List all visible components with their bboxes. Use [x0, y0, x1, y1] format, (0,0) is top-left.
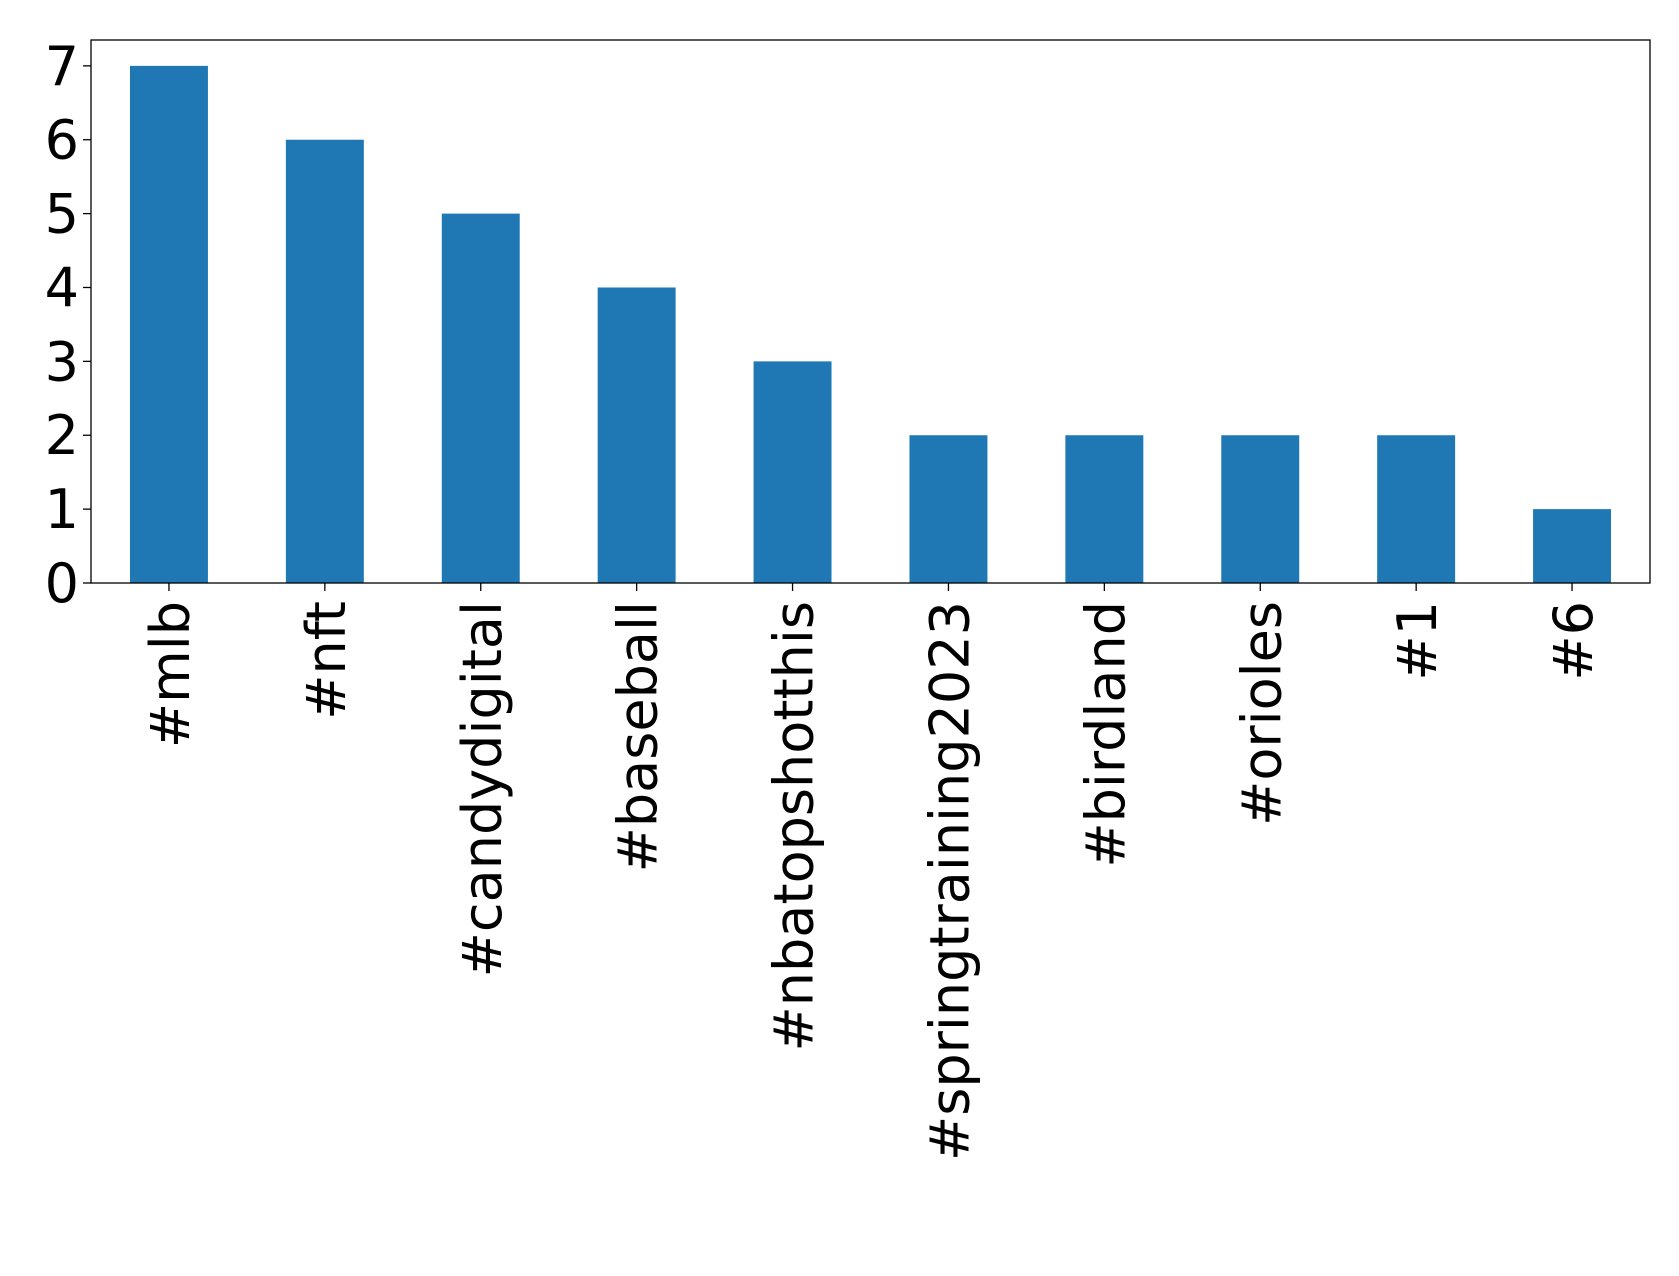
x-tick-label: #orioles	[1230, 601, 1293, 826]
bar	[597, 287, 676, 583]
y-tick-label: 1	[45, 478, 79, 541]
y-tick-label: 2	[45, 404, 79, 467]
y-tick-label: 0	[45, 552, 79, 615]
x-tick-label: #springtraining2023	[918, 601, 981, 1161]
bar	[1221, 435, 1300, 583]
bar	[1377, 435, 1456, 583]
bar	[909, 435, 988, 583]
bar	[285, 139, 364, 584]
bars	[129, 65, 1612, 584]
x-tick-label: #1	[1386, 601, 1449, 681]
y-tick-label: 7	[45, 35, 79, 98]
x-tick-label: #birdland	[1074, 601, 1137, 868]
x-tick-label: #candydigital	[451, 601, 514, 977]
bar	[1065, 435, 1144, 583]
y-tick-label: 5	[45, 183, 79, 246]
y-axis: 0 1 2 3 4 5 6 7	[45, 35, 91, 615]
bar	[129, 65, 208, 584]
y-tick-label: 3	[45, 330, 79, 393]
y-tick-label: 6	[45, 109, 79, 172]
x-tick-label: #nft	[295, 601, 358, 720]
x-axis: #mlb #nft #candydigital #baseball #nbatopsho…	[139, 583, 1605, 1161]
plot-frame	[90, 39, 1651, 584]
bar	[1533, 509, 1612, 583]
x-tick-label: #baseball	[607, 601, 670, 872]
bar	[441, 213, 520, 583]
y-tick-label: 4	[45, 256, 79, 319]
bar	[753, 361, 832, 583]
x-tick-label: #nbatopshotthis	[763, 601, 826, 1051]
x-tick-label: #mlb	[139, 601, 202, 748]
x-tick-label: #6	[1542, 601, 1605, 681]
